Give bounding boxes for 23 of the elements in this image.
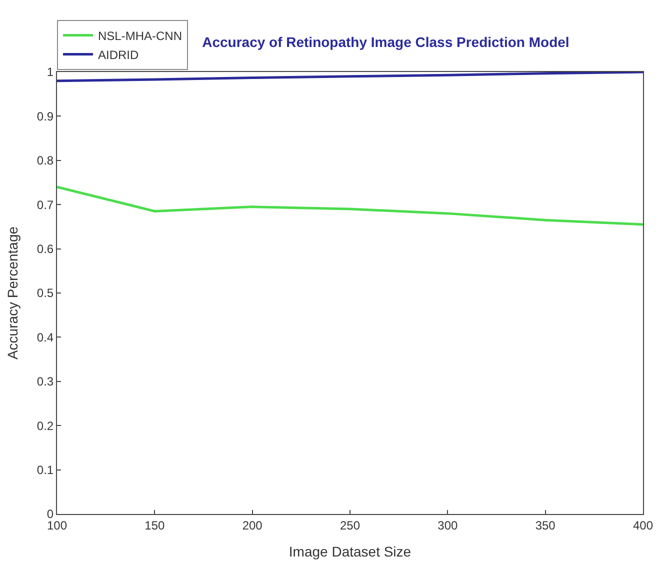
legend-label: NSL-MHA-CNN: [98, 28, 182, 43]
x-tick-label: 350: [535, 518, 556, 532]
y-axis-title: Accuracy Percentage: [4, 226, 21, 360]
x-tick-label: 300: [438, 518, 458, 532]
y-tick-label: 0.1: [36, 463, 54, 477]
y-tick-label: 0.2: [36, 418, 54, 433]
y-tick-label: 0.7: [36, 198, 54, 212]
y-tick-label: 0.5: [36, 286, 54, 300]
x-axis-title: Image Dataset Size: [288, 544, 412, 560]
y-tick-label: 1: [46, 65, 54, 80]
line-series: [57, 72, 643, 82]
x-tick-label: 150: [144, 518, 165, 532]
y-tick-label: 0.9: [36, 109, 54, 124]
y-tick-label: 0.3: [36, 374, 54, 389]
x-tick-label: 250: [340, 518, 360, 532]
y-tick-label: 0.6: [36, 242, 54, 256]
legend-label: AIDRID: [98, 48, 140, 62]
line-series: [57, 186, 643, 226]
x-tick-label: 400: [632, 518, 654, 532]
y-tick-label: 0.4: [36, 330, 54, 344]
x-tick-label: 200: [242, 518, 263, 532]
chart-title: Accuracy of Retinopathy Image Class Prediction Model: [202, 34, 570, 50]
y-tick-label: 0.8: [36, 154, 54, 168]
